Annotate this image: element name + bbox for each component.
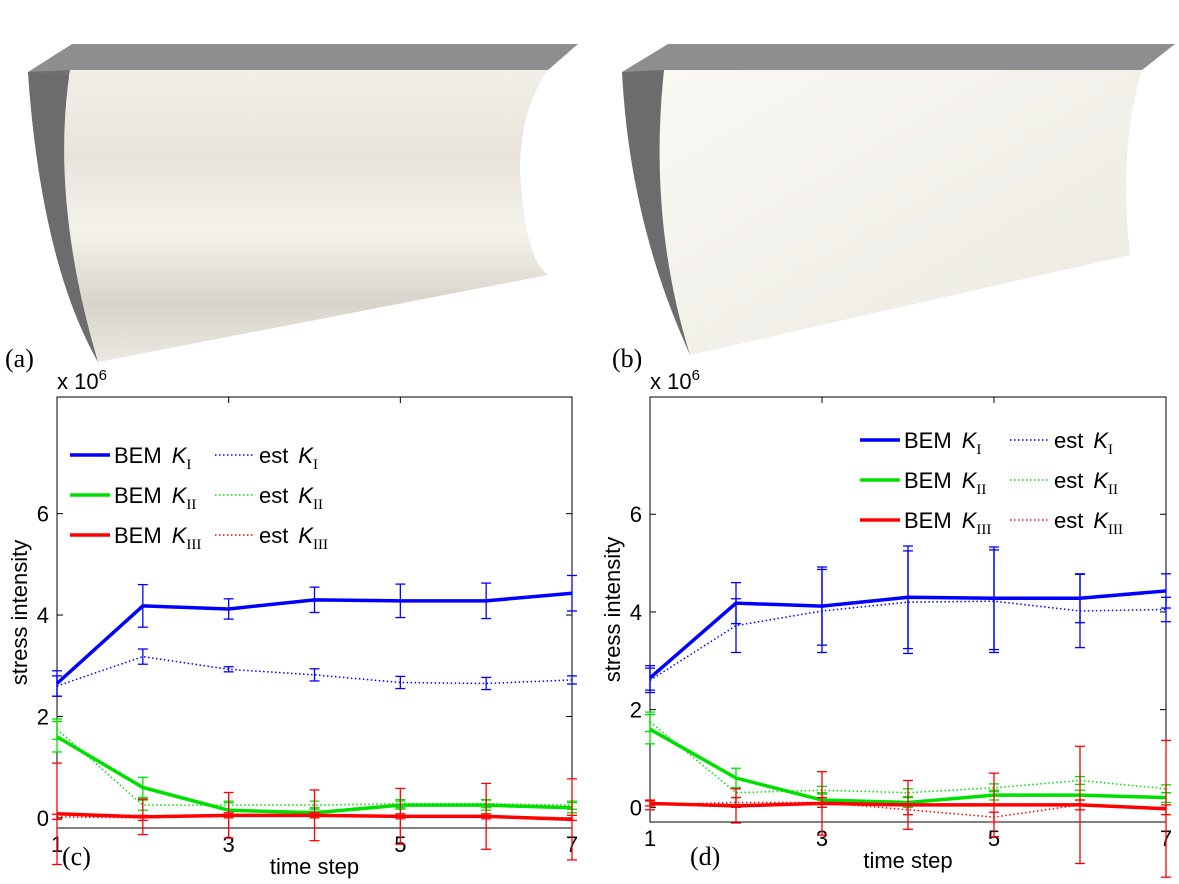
- legend-symbol: K: [298, 443, 314, 468]
- legend-name: est: [259, 523, 288, 548]
- legend-symbol: K: [962, 428, 978, 453]
- legend-symbol: K: [298, 523, 314, 548]
- legend-symbol: K: [172, 523, 188, 548]
- legend-subscript: III: [1108, 522, 1123, 538]
- render-a: [28, 44, 578, 362]
- legend-label: BEM KI: [904, 428, 981, 458]
- legend-name: est: [259, 443, 288, 468]
- legend-symbol: K: [962, 468, 978, 493]
- legend-label: BEM KIII: [114, 523, 201, 553]
- legend-label: est KI: [259, 443, 318, 473]
- y-tick-label: 0: [37, 806, 49, 831]
- legend-name: BEM: [904, 468, 952, 493]
- legend-symbol: K: [1093, 508, 1109, 533]
- legend-symbol: K: [172, 483, 188, 508]
- panel-label: (c): [62, 842, 91, 871]
- legend-subscript: II: [1108, 482, 1118, 498]
- legend-label: est KII: [259, 483, 323, 513]
- legend-subscript: III: [976, 522, 991, 538]
- panel-label: (d): [690, 842, 720, 871]
- y-tick-label: 2: [37, 704, 49, 729]
- legend-subscript: I: [976, 442, 981, 458]
- y-scale: x 106: [650, 367, 700, 394]
- legend-subscript: III: [186, 537, 201, 553]
- legend-symbol: K: [1093, 468, 1109, 493]
- y-tick-label: 4: [630, 600, 642, 625]
- x-tick-label: 1: [644, 826, 656, 851]
- y-tick-label: 6: [37, 502, 49, 527]
- legend-name: BEM: [114, 443, 162, 468]
- legend-name: est: [1054, 468, 1083, 493]
- y-scale-exp: 6: [99, 367, 107, 384]
- y-axis-label: stress intensity: [600, 537, 625, 683]
- y-tick-label: 4: [37, 603, 49, 628]
- legend-name: BEM: [904, 428, 952, 453]
- legend-subscript: III: [313, 537, 328, 553]
- figure: (a) (b) 02461357x 106stress intensitytim…: [0, 0, 1179, 884]
- y-axis-label: stress intensity: [7, 540, 32, 686]
- legend-name: est: [1054, 508, 1083, 533]
- legend-label: est KIII: [259, 523, 328, 553]
- legend-symbol: K: [962, 508, 978, 533]
- legend-name: est: [1054, 428, 1083, 453]
- x-axis-label: time step: [270, 854, 359, 879]
- y-scale: x 106: [57, 367, 107, 394]
- y-scale-base: x 10: [650, 369, 692, 394]
- legend-subscript: I: [313, 457, 318, 473]
- legend-name: BEM: [114, 483, 162, 508]
- y-tick-label: 0: [630, 795, 642, 820]
- legend-subscript: I: [186, 457, 191, 473]
- legend-subscript: II: [313, 497, 323, 513]
- x-axis-label: time step: [863, 848, 952, 873]
- legend-label: est KII: [1054, 468, 1118, 498]
- legend-label: est KIII: [1054, 508, 1123, 538]
- legend-label: BEM KII: [114, 483, 196, 513]
- panel-label: (b): [612, 344, 642, 373]
- legend-label: BEM KI: [114, 443, 191, 473]
- legend-name: BEM: [114, 523, 162, 548]
- legend-label: BEM KII: [904, 468, 986, 498]
- legend-label: est KI: [1054, 428, 1113, 458]
- legend-subscript: II: [976, 482, 986, 498]
- y-scale-base: x 10: [57, 369, 99, 394]
- panel-label: (a): [5, 344, 34, 373]
- legend-label: BEM KIII: [904, 508, 991, 538]
- y-tick-label: 6: [630, 502, 642, 527]
- legend-subscript: II: [186, 497, 196, 513]
- legend-subscript: I: [1108, 442, 1113, 458]
- legend-name: BEM: [904, 508, 952, 533]
- y-scale-exp: 6: [692, 367, 700, 384]
- y-tick-label: 2: [630, 698, 642, 723]
- legend-name: est: [259, 483, 288, 508]
- render-b: [622, 44, 1175, 355]
- legend-symbol: K: [298, 483, 314, 508]
- legend-symbol: K: [172, 443, 188, 468]
- legend-symbol: K: [1093, 428, 1109, 453]
